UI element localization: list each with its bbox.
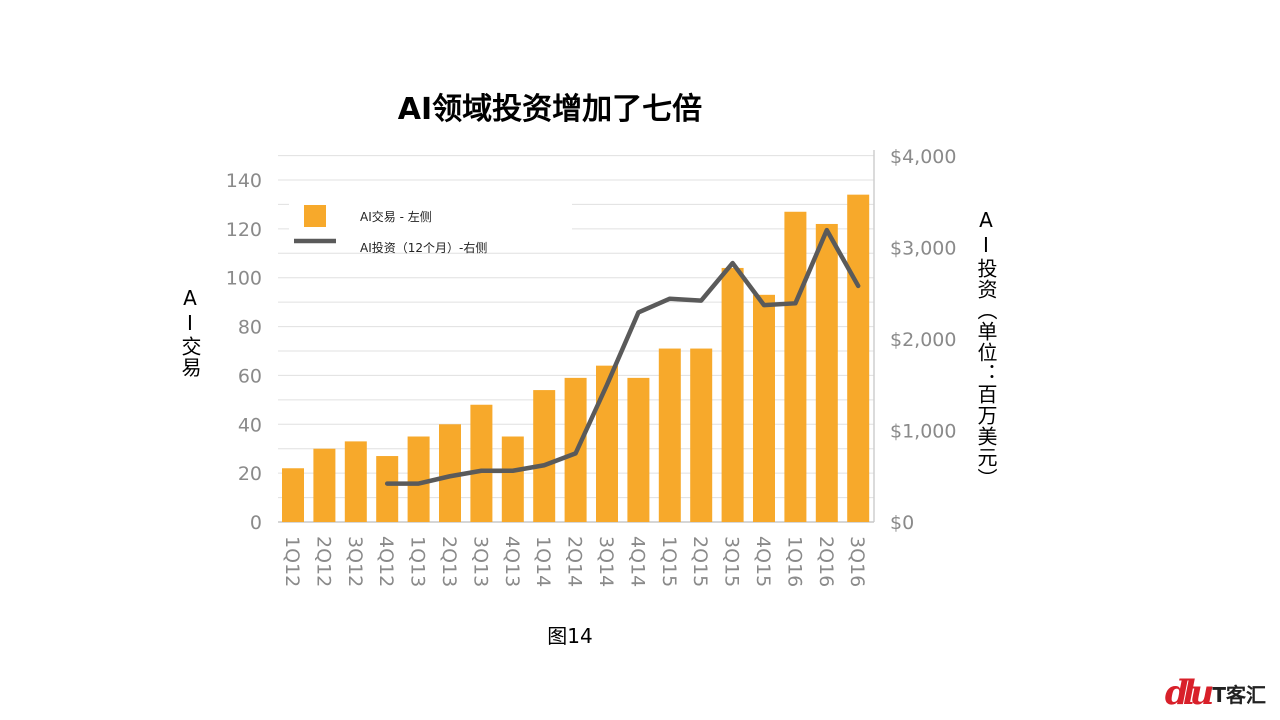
bar — [815, 223, 838, 522]
bar — [784, 211, 807, 522]
x-tick-label: 1Q15 — [658, 536, 680, 587]
x-tick-label: 2Q15 — [689, 536, 711, 587]
right-tick-label: $2,000 — [890, 329, 956, 351]
bar — [658, 348, 681, 522]
x-tick-label: 3Q12 — [344, 536, 366, 587]
legend-bar-swatch — [304, 205, 326, 227]
x-tick-label: 2Q12 — [312, 536, 334, 587]
right-tick-label: $4,000 — [890, 146, 956, 168]
x-tick-label: 1Q16 — [783, 536, 805, 587]
x-tick-label: 4Q14 — [626, 536, 648, 587]
bar — [407, 436, 430, 522]
legend-bar-label: AI交易 - 左侧 — [360, 209, 432, 224]
bar — [282, 468, 304, 522]
x-tick-label: 3Q13 — [469, 536, 491, 587]
right-axis-ticks: $0 $1,000 $2,000 $3,000 $4,000 — [890, 146, 956, 534]
logo-mark: dlu — [1164, 673, 1214, 713]
left-axis-label: AI交易 — [178, 286, 202, 378]
x-tick-label: 3Q16 — [846, 536, 868, 587]
line-path — [384, 227, 861, 486]
bar — [344, 441, 367, 522]
left-tick-label: 140 — [226, 170, 262, 192]
left-tick-label: 100 — [226, 268, 262, 290]
x-tick-label: 3Q14 — [595, 536, 617, 587]
bar — [596, 365, 618, 522]
left-tick-label: 60 — [238, 365, 262, 387]
bar — [847, 194, 870, 522]
legend-background — [289, 195, 572, 235]
bar — [721, 267, 744, 522]
x-tick-label: 1Q13 — [407, 536, 429, 587]
left-tick-label: 80 — [238, 317, 262, 339]
right-tick-label: $0 — [890, 512, 914, 534]
logo: dlu T客汇 — [1165, 676, 1266, 710]
bar — [753, 294, 775, 522]
x-tick-label: 1Q12 — [281, 536, 303, 587]
x-tick-label: 4Q13 — [501, 536, 523, 587]
right-axis-label: AI投资（单位：百万美元） — [974, 208, 998, 489]
legend-line-label: AI投资（12个月）-右侧 — [360, 240, 487, 255]
line-series — [384, 227, 861, 486]
left-tick-label: 120 — [226, 219, 262, 241]
bars — [282, 194, 870, 522]
x-tick-label: 4Q15 — [752, 536, 774, 587]
left-axis-ticks: 0 20 40 60 80 100 120 140 — [226, 170, 262, 534]
x-tick-label: 2Q13 — [438, 536, 460, 587]
left-tick-label: 0 — [250, 512, 262, 534]
logo-text: T客汇 — [1212, 682, 1266, 707]
bar — [533, 390, 556, 522]
bar — [501, 436, 524, 522]
left-tick-label: 20 — [238, 463, 262, 485]
bar — [470, 404, 493, 522]
bar — [690, 348, 713, 522]
x-tick-label: 1Q14 — [532, 536, 554, 587]
chart-title: AI领域投资增加了七倍 — [397, 92, 703, 127]
x-axis-ticks: 1Q12 2Q12 3Q12 4Q12 1Q13 2Q13 3Q13 4Q13 1Q14 2Q14… — [281, 536, 868, 587]
bar — [313, 448, 336, 522]
bar — [376, 456, 399, 522]
x-tick-label: 3Q15 — [721, 536, 743, 587]
right-tick-label: $3,000 — [890, 238, 956, 260]
x-tick-label: 2Q16 — [815, 536, 837, 587]
legend: AI交易 - 左侧 AI投资（12个月）-右侧 — [289, 195, 572, 255]
figure-caption: 图14 — [547, 624, 593, 648]
right-tick-label: $1,000 — [890, 421, 956, 443]
bar — [439, 424, 461, 522]
bar — [627, 377, 650, 522]
x-tick-label: 4Q12 — [375, 536, 397, 587]
left-tick-label: 40 — [238, 414, 262, 436]
x-tick-label: 2Q14 — [564, 536, 586, 587]
